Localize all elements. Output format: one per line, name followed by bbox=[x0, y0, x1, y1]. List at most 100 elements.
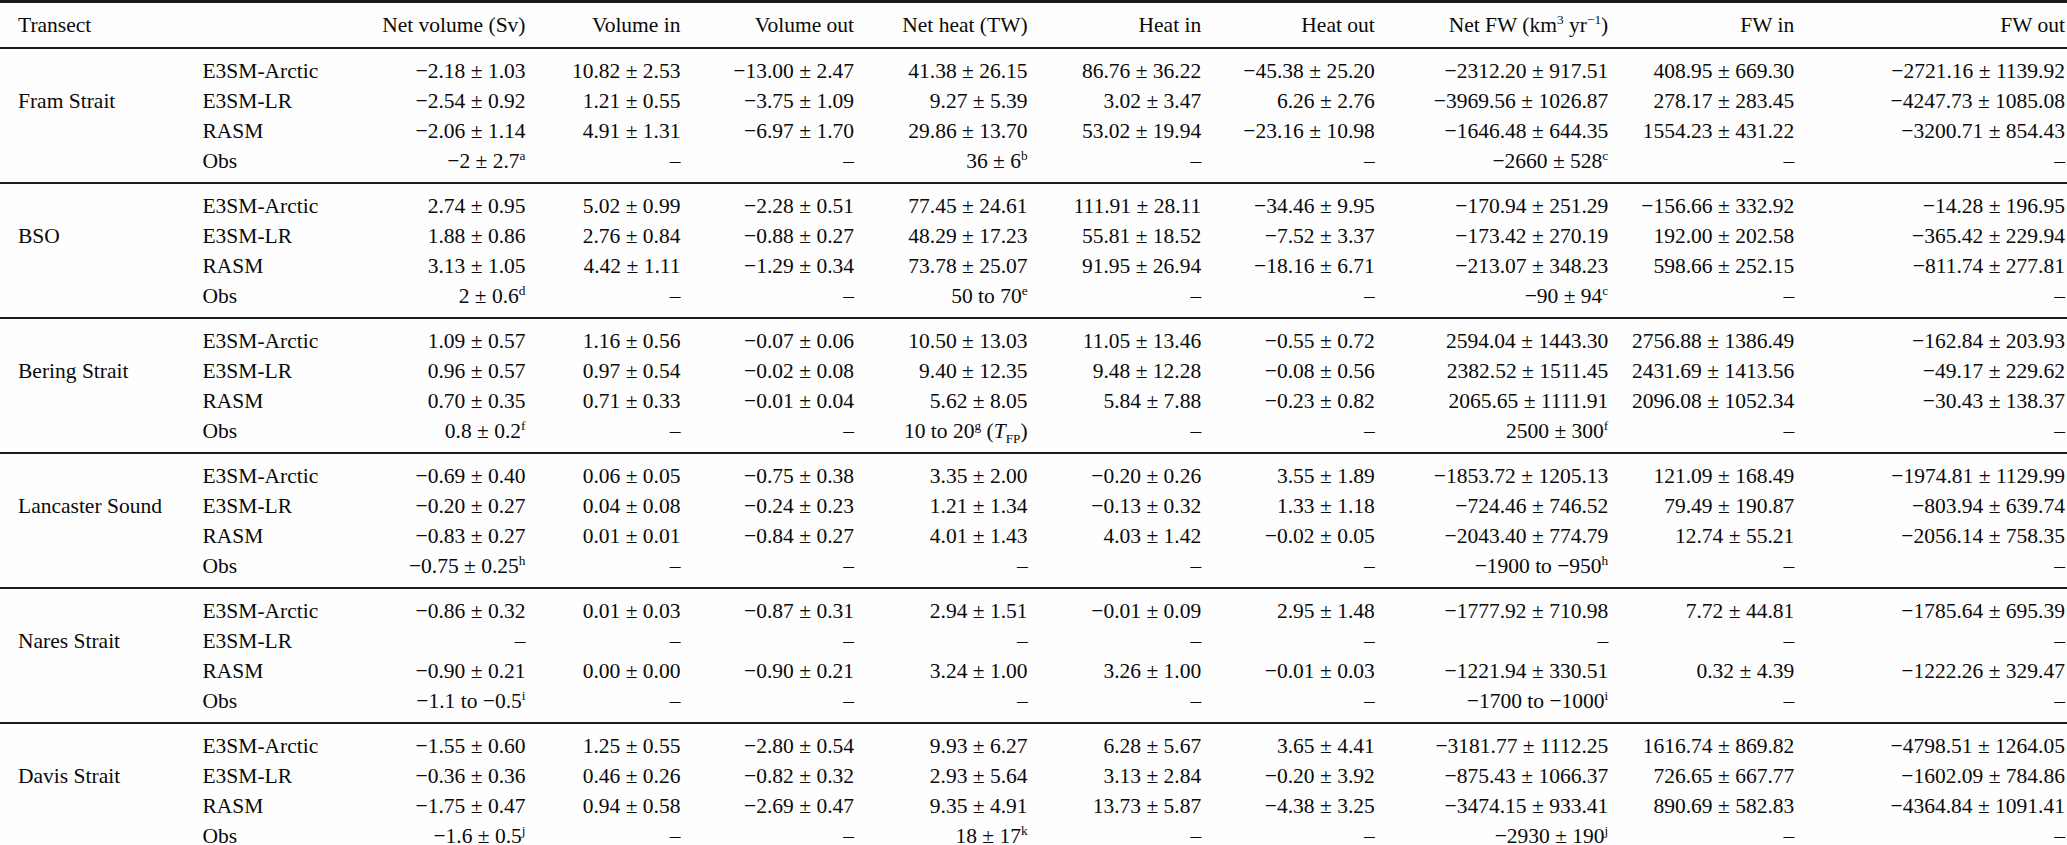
value-cell: −1.55 ± 0.60 bbox=[380, 723, 527, 761]
value-cell: 10 to 20g (TFP) bbox=[856, 416, 1030, 453]
value-cell: −162.84 ± 203.93 bbox=[1796, 318, 2067, 356]
value-cell: – bbox=[856, 551, 1030, 588]
value-cell: 3.02 ± 3.47 bbox=[1030, 86, 1204, 116]
model-label: E3SM-Arctic bbox=[200, 723, 380, 761]
value-cell: – bbox=[1030, 626, 1204, 656]
value-cell: −23.16 ± 10.98 bbox=[1203, 116, 1377, 146]
value-cell: – bbox=[528, 821, 683, 845]
value-cell: 0.97 ± 0.54 bbox=[528, 356, 683, 386]
table-row: Fram StraitE3SM-LR−2.54 ± 0.921.21 ± 0.5… bbox=[0, 86, 2067, 116]
value-cell: 9.40 ± 12.35 bbox=[856, 356, 1030, 386]
table-row: Davis StraitE3SM-LR−0.36 ± 0.360.46 ± 0.… bbox=[0, 761, 2067, 791]
model-label: E3SM-Arctic bbox=[200, 318, 380, 356]
value-cell: 18 ± 17k bbox=[856, 821, 1030, 845]
value-cell: −4247.73 ± 1085.08 bbox=[1796, 86, 2067, 116]
value-cell: – bbox=[1796, 821, 2067, 845]
model-label: E3SM-LR bbox=[200, 761, 380, 791]
value-cell: – bbox=[682, 821, 856, 845]
header-row: TransectNet volume (Sv)Volume inVolume o… bbox=[0, 2, 2067, 49]
transect-group: E3SM-Arctic−0.69 ± 0.400.06 ± 0.05−0.75 … bbox=[0, 453, 2067, 588]
model-label: RASM bbox=[200, 116, 380, 146]
value-cell: 11.05 ± 13.46 bbox=[1030, 318, 1204, 356]
model-label: E3SM-Arctic bbox=[200, 453, 380, 491]
transect-label: Nares Strait bbox=[0, 626, 200, 656]
column-header: Net FW (km3 yr−1) bbox=[1377, 2, 1611, 49]
value-cell: – bbox=[1610, 416, 1796, 453]
transect-cell-empty bbox=[0, 686, 200, 723]
value-cell: – bbox=[856, 686, 1030, 723]
value-cell: −0.08 ± 0.56 bbox=[1203, 356, 1377, 386]
value-cell: 1.25 ± 0.55 bbox=[528, 723, 683, 761]
value-cell: 2500 ± 300f bbox=[1377, 416, 1611, 453]
value-cell: – bbox=[682, 626, 856, 656]
value-cell: −0.23 ± 0.82 bbox=[1203, 386, 1377, 416]
transect-label: Fram Strait bbox=[0, 86, 200, 116]
value-cell: 10.50 ± 13.03 bbox=[856, 318, 1030, 356]
value-cell: 53.02 ± 19.94 bbox=[1030, 116, 1204, 146]
table-row: Lancaster SoundE3SM-LR−0.20 ± 0.270.04 ±… bbox=[0, 491, 2067, 521]
page: TransectNet volume (Sv)Volume inVolume o… bbox=[0, 0, 2067, 845]
value-cell: −2.28 ± 0.51 bbox=[682, 183, 856, 221]
value-cell: −45.38 ± 25.20 bbox=[1203, 48, 1377, 86]
table-row: RASM−0.90 ± 0.210.00 ± 0.00−0.90 ± 0.213… bbox=[0, 656, 2067, 686]
model-label: E3SM-LR bbox=[200, 626, 380, 656]
value-cell: – bbox=[682, 281, 856, 318]
value-cell: −1.75 ± 0.47 bbox=[380, 791, 527, 821]
value-cell: −3181.77 ± 1112.25 bbox=[1377, 723, 1611, 761]
value-cell: 2.95 ± 1.48 bbox=[1203, 588, 1377, 626]
value-cell: 50 to 70e bbox=[856, 281, 1030, 318]
value-cell: −1.1 to −0.5i bbox=[380, 686, 527, 723]
value-cell: −0.75 ± 0.38 bbox=[682, 453, 856, 491]
transect-label: Davis Strait bbox=[0, 761, 200, 791]
value-cell: −0.88 ± 0.27 bbox=[682, 221, 856, 251]
table-row: RASM−0.83 ± 0.270.01 ± 0.01−0.84 ± 0.274… bbox=[0, 521, 2067, 551]
value-cell: −0.86 ± 0.32 bbox=[380, 588, 527, 626]
table-row: Obs−1.1 to −0.5i–––––−1700 to −1000i–– bbox=[0, 686, 2067, 723]
transect-cell-empty bbox=[0, 146, 200, 183]
value-cell: 77.45 ± 24.61 bbox=[856, 183, 1030, 221]
value-cell: −1602.09 ± 784.86 bbox=[1796, 761, 2067, 791]
value-cell: −0.36 ± 0.36 bbox=[380, 761, 527, 791]
table-header: TransectNet volume (Sv)Volume inVolume o… bbox=[0, 2, 2067, 49]
column-header: FW in bbox=[1610, 2, 1796, 49]
results-table: TransectNet volume (Sv)Volume inVolume o… bbox=[0, 0, 2067, 845]
value-cell: −1222.26 ± 329.47 bbox=[1796, 656, 2067, 686]
value-cell: −1700 to −1000i bbox=[1377, 686, 1611, 723]
value-cell: 55.81 ± 18.52 bbox=[1030, 221, 1204, 251]
value-cell: −2 ± 2.7a bbox=[380, 146, 527, 183]
value-cell: −0.84 ± 0.27 bbox=[682, 521, 856, 551]
table-row: E3SM-Arctic−0.69 ± 0.400.06 ± 0.05−0.75 … bbox=[0, 453, 2067, 491]
value-cell: −170.94 ± 251.29 bbox=[1377, 183, 1611, 221]
value-cell: 2382.52 ± 1511.45 bbox=[1377, 356, 1611, 386]
transect-group: E3SM-Arctic−0.86 ± 0.320.01 ± 0.03−0.87 … bbox=[0, 588, 2067, 723]
value-cell: 3.13 ± 2.84 bbox=[1030, 761, 1204, 791]
transect-label: BSO bbox=[0, 221, 200, 251]
model-label: RASM bbox=[200, 251, 380, 281]
table-row: BSOE3SM-LR1.88 ± 0.862.76 ± 0.84−0.88 ± … bbox=[0, 221, 2067, 251]
value-cell: 13.73 ± 5.87 bbox=[1030, 791, 1204, 821]
value-cell: −0.01 ± 0.03 bbox=[1203, 656, 1377, 686]
value-cell: 41.38 ± 26.15 bbox=[856, 48, 1030, 86]
value-cell: −30.43 ± 138.37 bbox=[1796, 386, 2067, 416]
value-cell: −1785.64 ± 695.39 bbox=[1796, 588, 2067, 626]
value-cell: −0.55 ± 0.72 bbox=[1203, 318, 1377, 356]
value-cell: 1.88 ± 0.86 bbox=[380, 221, 527, 251]
value-cell: – bbox=[1203, 821, 1377, 845]
value-cell: −803.94 ± 639.74 bbox=[1796, 491, 2067, 521]
value-cell: 0.96 ± 0.57 bbox=[380, 356, 527, 386]
value-cell: – bbox=[1796, 281, 2067, 318]
value-cell: −2.18 ± 1.03 bbox=[380, 48, 527, 86]
value-cell: 6.26 ± 2.76 bbox=[1203, 86, 1377, 116]
value-cell: – bbox=[856, 626, 1030, 656]
value-cell: −0.13 ± 0.32 bbox=[1030, 491, 1204, 521]
value-cell: 73.78 ± 25.07 bbox=[856, 251, 1030, 281]
transect-label: Lancaster Sound bbox=[0, 491, 200, 521]
value-cell: 2594.04 ± 1443.30 bbox=[1377, 318, 1611, 356]
value-cell: −811.74 ± 277.81 bbox=[1796, 251, 2067, 281]
model-label: RASM bbox=[200, 386, 380, 416]
value-cell: 10.82 ± 2.53 bbox=[528, 48, 683, 86]
value-cell: – bbox=[1796, 626, 2067, 656]
model-label: Obs bbox=[200, 146, 380, 183]
value-cell: −2721.16 ± 1139.92 bbox=[1796, 48, 2067, 86]
value-cell: −2056.14 ± 758.35 bbox=[1796, 521, 2067, 551]
